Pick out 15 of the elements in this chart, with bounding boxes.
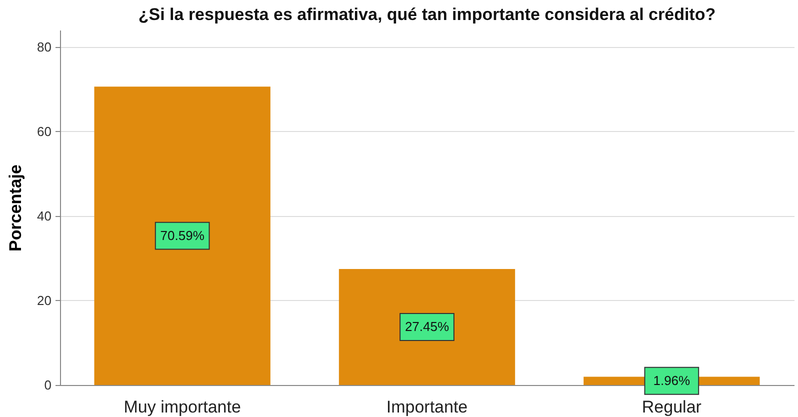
x-tick-label: Muy importante xyxy=(124,398,241,416)
y-axis-title: Porcentaje xyxy=(6,164,26,252)
y-tick-label: 60 xyxy=(37,124,52,139)
data-label: 1.96% xyxy=(653,372,691,388)
y-tick-label: 0 xyxy=(44,378,52,392)
y-tick-label: 80 xyxy=(37,39,52,54)
data-label: 27.45% xyxy=(404,318,450,334)
y-tick-label: 40 xyxy=(37,208,52,224)
bar xyxy=(338,268,516,385)
bar xyxy=(94,86,270,385)
data-label: 70.59% xyxy=(160,228,205,243)
x-tick-label: Regular xyxy=(642,398,702,416)
x-tick-label: Importante xyxy=(386,398,468,416)
chart-title: ¿Si la respuesta es afirmativa, qué tan importante considera al crédito? xyxy=(138,5,716,24)
y-tick-label: 20 xyxy=(37,292,52,308)
